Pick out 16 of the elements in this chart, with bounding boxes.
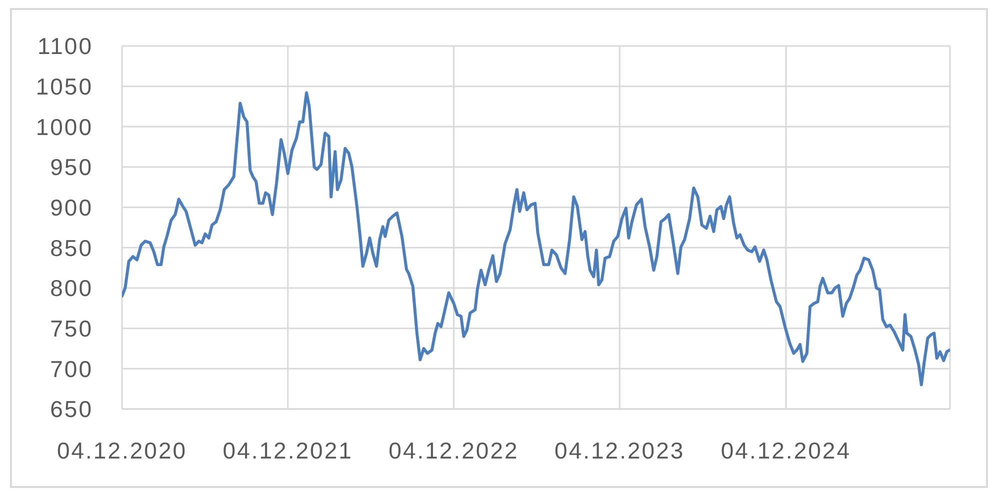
line-series — [122, 91, 950, 386]
y-tick-label: 650 — [50, 396, 93, 422]
x-tick-label: 04.12.2023 — [554, 437, 685, 464]
x-tick-label: 04.12.2022 — [388, 437, 519, 464]
x-tick-label: 04.12.2020 — [56, 437, 188, 464]
y-tick-label: 800 — [50, 275, 93, 302]
y-tick-label: 1000 — [36, 114, 93, 140]
y-tick-label: 750 — [50, 316, 93, 342]
x-tick-label: 04.12.2021 — [222, 437, 353, 464]
y-tick-label: 900 — [50, 194, 93, 220]
x-tick-label: 04.12.2024 — [720, 437, 852, 464]
y-tick-label: 850 — [50, 234, 93, 261]
y-tick-label: 1050 — [36, 74, 93, 100]
y-tick-label: 1100 — [38, 33, 93, 60]
y-tick-label: 700 — [50, 356, 93, 382]
y-tick-label: 950 — [50, 154, 93, 180]
